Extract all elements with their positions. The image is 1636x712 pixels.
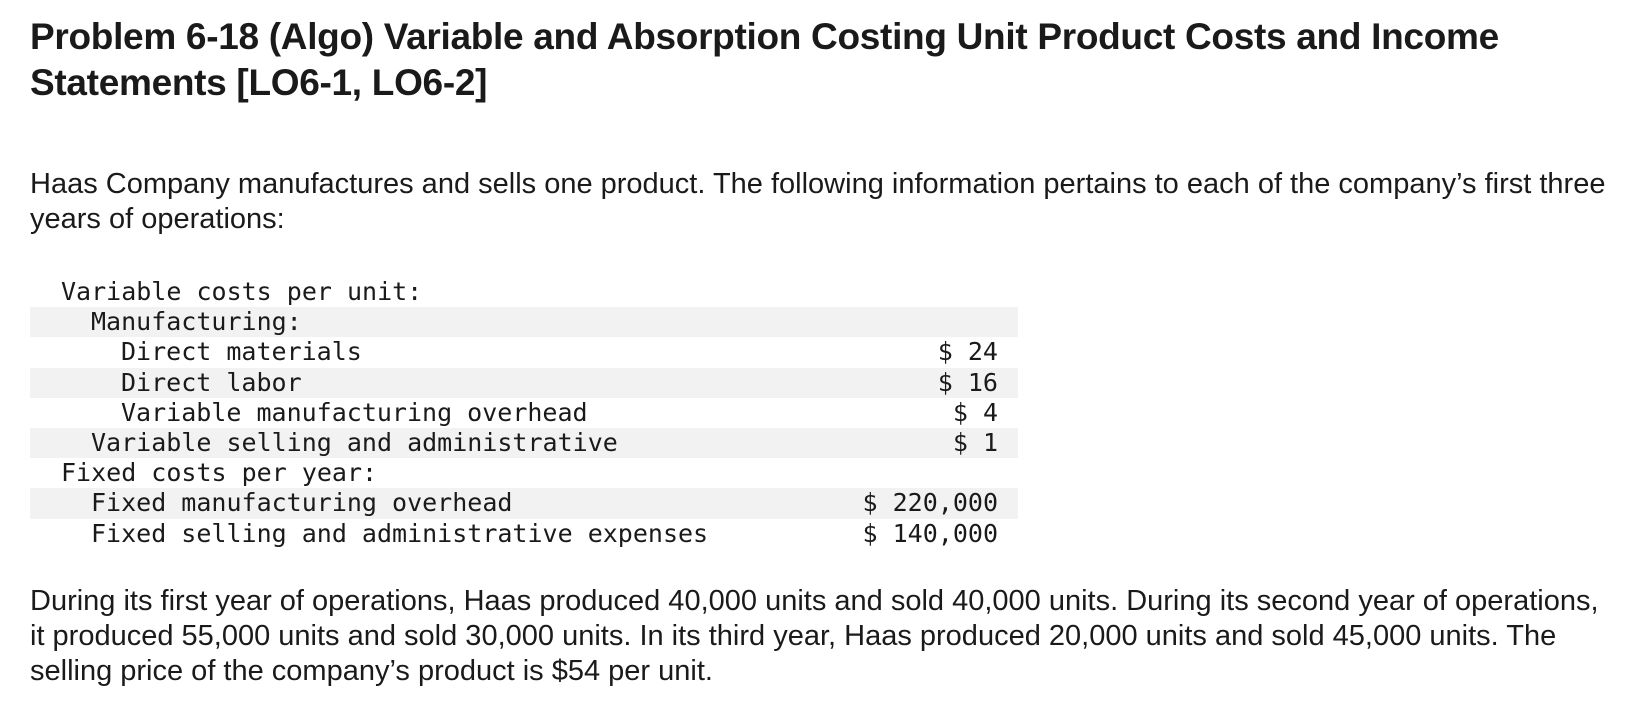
table-row: Fixed selling and administrative expense… bbox=[30, 519, 1018, 549]
row-value: $ 24 bbox=[937, 337, 998, 367]
row-label: Fixed costs per year: bbox=[61, 458, 378, 488]
cost-table: Variable costs per unit: Manufacturing: … bbox=[30, 277, 1018, 549]
row-label: Variable manufacturing overhead bbox=[121, 397, 588, 427]
row-label: Manufacturing: bbox=[91, 307, 302, 337]
table-row: Fixed costs per year: bbox=[30, 458, 1018, 488]
row-label: Fixed manufacturing overhead bbox=[91, 488, 513, 518]
row-label: Fixed selling and administrative expense… bbox=[91, 518, 709, 548]
table-row: Direct materials $ 24 bbox=[30, 337, 1018, 367]
intro-paragraph: Haas Company manufactures and sells one … bbox=[30, 168, 1606, 235]
table-row: Variable costs per unit: bbox=[30, 277, 1018, 307]
row-value: $ 4 bbox=[952, 397, 998, 427]
row-value: $ 140,000 bbox=[862, 518, 998, 548]
problem-title: Problem 6-18 (Algo) Variable and Absorpt… bbox=[30, 16, 1499, 103]
outro-paragraph: During its first year of operations, Haa… bbox=[30, 585, 1599, 687]
table-row: Variable manufacturing overhead $ 4 bbox=[30, 398, 1018, 428]
table-row: Direct labor $ 16 bbox=[30, 367, 1018, 398]
row-label: Variable selling and administrative bbox=[91, 427, 618, 457]
table-row: Fixed manufacturing overhead $ 220,000 bbox=[30, 488, 1018, 519]
row-label: Direct materials bbox=[121, 337, 362, 367]
table-row: Manufacturing: bbox=[30, 307, 1018, 338]
table-row: Variable selling and administrative $ 1 bbox=[30, 427, 1018, 459]
row-label: Variable costs per unit: bbox=[61, 277, 423, 306]
row-value: $ 1 bbox=[952, 427, 998, 457]
row-value: $ 220,000 bbox=[862, 488, 998, 518]
row-label: Direct labor bbox=[121, 367, 302, 397]
row-value: $ 16 bbox=[937, 367, 998, 397]
